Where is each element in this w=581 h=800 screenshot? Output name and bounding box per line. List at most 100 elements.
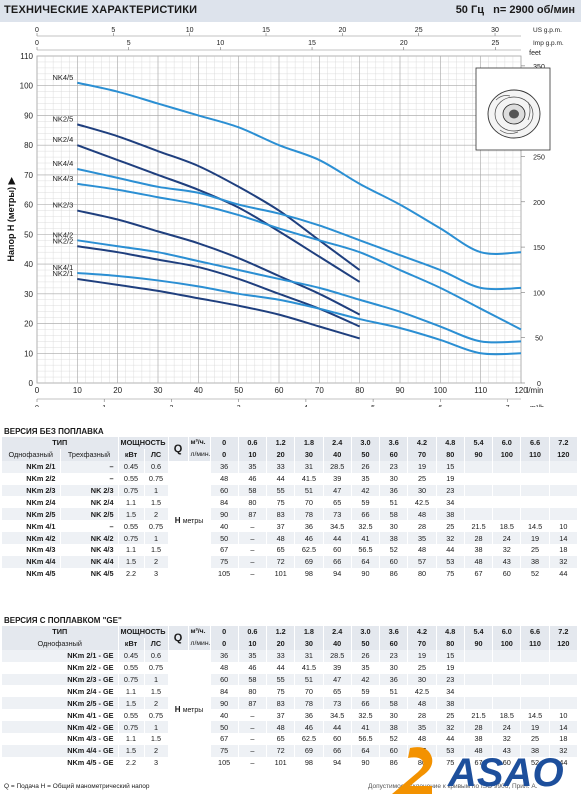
power-hp: 0.75 [144,520,169,533]
head-value: 70 [294,685,324,698]
head-value: 72 [266,744,296,757]
curve-nk2-5 [77,123,361,271]
model-single: NKm 4/3 [2,544,61,556]
y-tick-label: 70 [24,171,33,180]
m3h-value: 0 [210,437,239,449]
asao-logo: ASAO [392,747,564,795]
head-value: 28.5 [323,649,352,662]
power-kw: 0.55 [118,709,145,722]
head-value: 28 [407,709,437,722]
impeller-image [475,67,551,151]
head-value [464,472,494,485]
head-value [464,685,494,698]
head-value: 44 [323,532,352,545]
head-value: 72 [266,555,296,568]
h-unit: метры [182,706,204,714]
m3h-value: 1.8 [294,626,324,638]
head-value: 44 [266,661,296,674]
head-value: 90 [209,508,239,521]
curve-nk4-4 [77,167,522,291]
model-three: – [60,460,119,473]
head-value: 28.5 [323,460,352,473]
head-value: 60 [323,733,352,745]
m3h-value: 4.2 [407,437,437,449]
head-value: 84 [209,496,239,509]
power-kw: 0.75 [118,484,145,497]
lmin-value: 110 [520,448,550,461]
head-value: 75 [209,744,239,757]
head-value: 19 [407,460,437,473]
power-kw: 0.45 [118,460,145,473]
power-hp: 1.5 [144,733,169,745]
head-value: 32 [436,532,465,545]
curve-nk4-1 [77,272,522,356]
impgpm-tick-label: 0 [35,40,39,47]
head-value: – [238,520,268,533]
m3h-tick-label: 0 [35,405,39,407]
head-value [520,472,550,485]
power-hp: 1.5 [144,544,169,556]
head-value: 80 [238,496,268,509]
head-value: 46 [238,472,268,485]
power-hp: 0.75 [144,472,169,485]
head-value: 30 [379,661,409,674]
power-kw: 1.5 [118,744,145,757]
head-value: 43 [492,555,522,568]
impgpm-tick-label: 15 [308,40,316,47]
head-value: 30 [379,472,409,485]
head-value: 36 [209,649,239,662]
head-value: 36 [209,460,239,473]
head-value: 42.5 [407,496,437,509]
head-value: 98 [294,567,324,580]
model-single: NKm 2/1 - GE [2,649,119,662]
head-value: 23 [379,460,409,473]
power-hp: 1.5 [144,496,169,509]
head-value: 38 [436,697,465,710]
head-value: 42 [351,484,381,497]
y-tick-label: 110 [20,52,33,61]
label-nk2-3: NK2/3 [52,201,73,210]
hdr-single: Однофазный [2,637,119,650]
label-nk2-2: NK2/2 [52,236,73,245]
head-value: 19 [520,532,550,545]
head-value: 21.5 [464,520,494,533]
lmin-value: 120 [549,448,579,461]
head-value [549,661,579,674]
head-value [549,496,579,509]
label-nk2-4: NK2/4 [52,135,73,144]
lmin-value: 50 [351,448,381,461]
lmin-value: 120 [549,637,579,650]
model-three: – [60,520,119,533]
head-value [520,685,550,698]
power-hp: 2 [144,555,169,568]
head-value: 66 [351,508,381,521]
lmin-value: 50 [351,637,381,650]
head-value: 14 [549,532,579,545]
curve-nk2-1 [77,277,360,340]
head-value [520,649,550,662]
head-value: 23 [436,673,465,686]
head-value: 35 [238,460,268,473]
power-kw: 1.5 [118,697,145,710]
head-value: – [238,532,268,545]
power-kw: 1.5 [118,508,145,521]
header-title: ТЕХНИЧЕСКИЕ ХАРАКТЕРИСТИКИ [4,4,198,16]
hdr-type: ТИП [2,437,119,449]
y-tick-label: 0 [29,379,34,388]
head-value [464,508,494,521]
power-hp: 1 [144,532,169,545]
head-value: 48 [407,544,437,556]
unit-m3h: м³/ч. [188,626,211,638]
y-axis-label: Напор H (метры) ▶ [6,176,16,261]
head-value: 75 [436,756,465,769]
power-kw: 0.55 [118,472,145,485]
power-hp: 0.6 [144,649,169,662]
head-value: 48 [407,733,437,745]
head-value: 105 [209,756,239,769]
lmin-value: 0 [210,637,239,650]
curve-nk4-5 [77,81,522,255]
head-value: 87 [238,697,268,710]
power-kw: 1.1 [118,685,145,698]
table2-title: ВЕРСИЯ С ПОПЛАВКОМ "GE" [4,616,122,625]
